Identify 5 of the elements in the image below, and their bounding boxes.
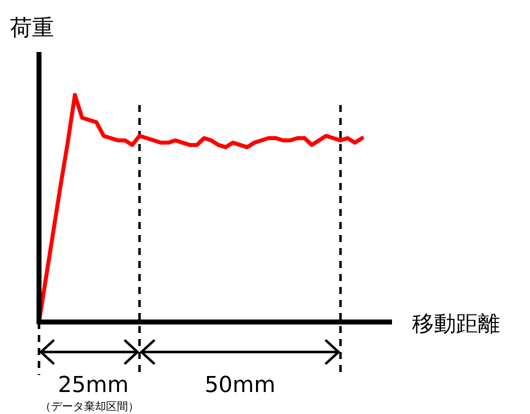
x-axis-title: 移動距離 bbox=[412, 312, 500, 337]
text: 50mm bbox=[204, 373, 276, 398]
text: 25mm bbox=[58, 373, 129, 398]
y-axis-title: 荷重 bbox=[10, 16, 54, 41]
text: （データ棄却区間） bbox=[40, 400, 139, 413]
